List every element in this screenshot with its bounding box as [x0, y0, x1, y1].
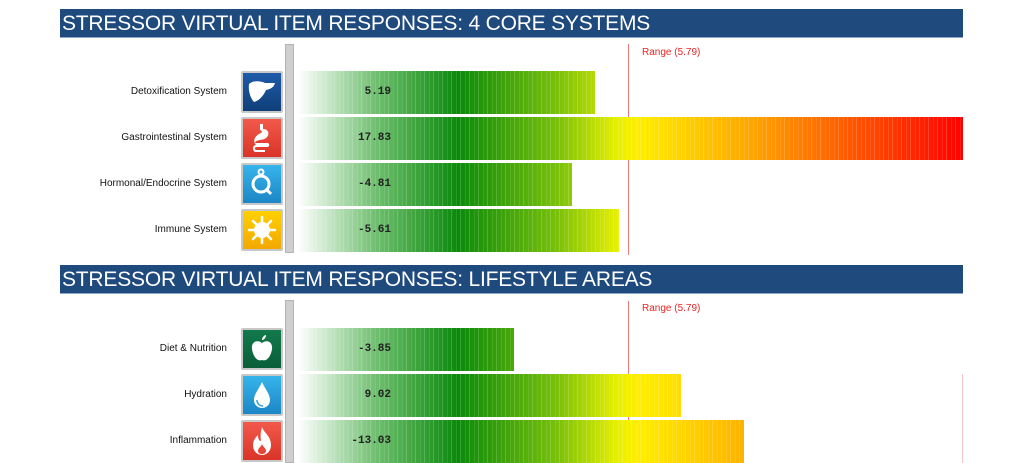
- bar-value: -13.03: [351, 435, 391, 447]
- row-label: Gastrointestinal System: [121, 132, 227, 143]
- bar-value: -4.81: [357, 178, 391, 190]
- core-systems-section: STRESSOR VIRTUAL ITEM RESPONSES: 4 CORE …: [0, 9, 1024, 255]
- value-bar: -13.03: [298, 420, 744, 463]
- chart-row: Detoxification System 5.19: [0, 70, 1024, 114]
- value-bar: -5.61: [298, 209, 619, 252]
- chart-row: Immune System -5.61: [0, 208, 1024, 252]
- bar-value: -3.85: [357, 343, 391, 355]
- section-title: STRESSOR VIRTUAL ITEM RESPONSES: LIFESTY…: [60, 265, 963, 294]
- value-bar: 17.83: [298, 117, 963, 160]
- value-bar: 5.19: [298, 71, 595, 114]
- row-label: Hormonal/Endocrine System: [99, 178, 227, 189]
- chart-row: Gastrointestinal System 17.83: [0, 116, 1024, 160]
- chart-axis: [285, 44, 294, 253]
- flame-icon: [241, 420, 283, 462]
- bar-value: 17.83: [357, 132, 391, 144]
- row-label: Diet & Nutrition: [159, 343, 227, 354]
- water-drop-icon: [241, 374, 283, 416]
- range-label: Range (5.79): [642, 303, 701, 314]
- virus-icon: [241, 209, 283, 251]
- bar-value: 9.02: [364, 389, 391, 401]
- chart-row: Hormonal/Endocrine System -4.81: [0, 162, 1024, 206]
- value-bar: 9.02: [298, 374, 681, 417]
- bar-value: -5.61: [357, 224, 391, 236]
- row-label: Hydration: [184, 389, 227, 400]
- chart-row: Inflammation -13.03: [0, 419, 1024, 463]
- chart-row: Diet & Nutrition -3.85: [0, 327, 1024, 371]
- hormone-icon: [241, 163, 283, 205]
- value-bar: -3.85: [298, 328, 514, 371]
- chart-row: Hydration 9.02: [0, 373, 1024, 417]
- bar-value: 5.19: [364, 86, 391, 98]
- range-label: Range (5.79): [642, 47, 701, 58]
- stomach-icon: [241, 117, 283, 159]
- row-label: Detoxification System: [130, 86, 227, 97]
- scale-end-line: [962, 374, 963, 463]
- row-label: Inflammation: [169, 435, 227, 446]
- value-bar: -4.81: [298, 163, 572, 206]
- apple-icon: [241, 328, 283, 370]
- row-label: Immune System: [154, 224, 227, 235]
- section-title: STRESSOR VIRTUAL ITEM RESPONSES: 4 CORE …: [60, 9, 963, 38]
- liver-icon: [241, 71, 283, 113]
